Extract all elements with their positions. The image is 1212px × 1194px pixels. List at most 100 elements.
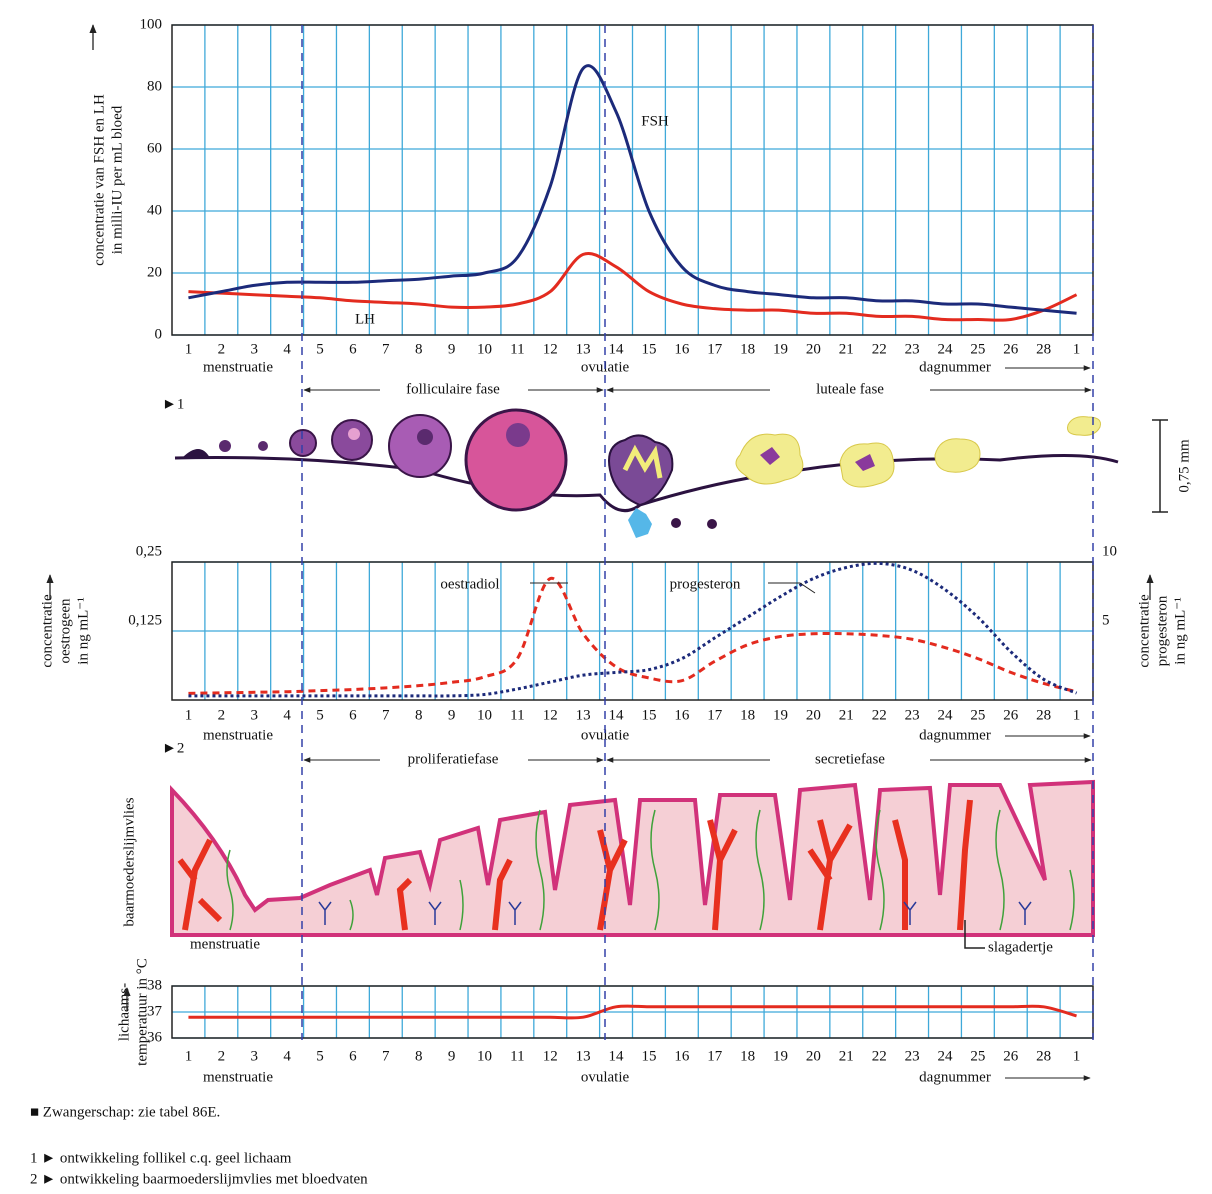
x-annotation: ovulatie <box>581 1069 630 1085</box>
x-tick-label: 9 <box>448 341 456 357</box>
endometrium-start-label: menstruatie <box>190 936 260 952</box>
y-axis-label: in ng mL⁻¹ <box>75 597 91 664</box>
panel-marker: ►2 <box>162 740 184 756</box>
y2-axis-label: progesteron <box>1154 595 1170 666</box>
endometrium-illustration <box>170 779 1095 949</box>
series-line <box>188 64 1077 315</box>
y-tick-label: 37 <box>147 1003 163 1019</box>
x-tick-label: 23 <box>905 1048 920 1064</box>
x-tick-label: 8 <box>415 341 423 357</box>
x-tick-label: 1 <box>185 707 193 723</box>
x-tick-label: 5 <box>316 707 324 723</box>
series-label: LH <box>355 311 375 327</box>
x-annotation: menstruatie <box>203 727 273 743</box>
series-line <box>188 1004 1077 1020</box>
x-tick-label: 4 <box>283 341 291 357</box>
y-tick-label: 0,125 <box>128 612 162 628</box>
x-tick-label: 24 <box>937 341 953 357</box>
x-tick-label: 15 <box>641 707 656 723</box>
x-tick-label: 17 <box>707 1048 723 1064</box>
series-label: FSH <box>641 113 669 129</box>
x-tick-label: 2 <box>218 707 226 723</box>
x-tick-label: 15 <box>641 341 656 357</box>
y-tick-label: 40 <box>147 202 162 218</box>
x-tick-label: 2 <box>218 1048 226 1064</box>
x-tick-label: 11 <box>510 341 524 357</box>
y-axis-label: oestrogeen <box>57 598 73 663</box>
x-tick-label: 1 <box>185 341 193 357</box>
x-tick-label: 6 <box>349 341 357 357</box>
x-tick-label: 23 <box>905 341 920 357</box>
x-tick-label: 3 <box>250 1048 258 1064</box>
label-leader <box>768 582 816 594</box>
x-tick-label: 26 <box>1003 707 1019 723</box>
x-tick-label: 15 <box>641 1048 656 1064</box>
x-annotation: dagnummer <box>919 1069 991 1085</box>
y2-tick-label: 10 <box>1102 543 1117 559</box>
x-tick-label: 18 <box>740 341 755 357</box>
x-tick-label: 9 <box>448 707 456 723</box>
x-tick-label: 19 <box>773 1048 788 1064</box>
x-tick-label: 5 <box>316 1048 324 1064</box>
y-axis-label: temperatuur in °C <box>134 958 150 1066</box>
x-tick-label: 16 <box>674 341 690 357</box>
x-tick-label: 14 <box>609 341 625 357</box>
x-tick-label: 21 <box>839 1048 854 1064</box>
x-tick-label: 5 <box>316 341 324 357</box>
x-tick-label: 28 <box>1036 341 1051 357</box>
x-tick-label: 10 <box>477 707 492 723</box>
series-label: oestradiol <box>440 576 499 592</box>
x-tick-label: 22 <box>872 341 887 357</box>
x-tick-label: 7 <box>382 1048 390 1064</box>
y-tick-label: 60 <box>147 140 162 156</box>
x-tick-label: 16 <box>674 707 690 723</box>
x-tick-label: 25 <box>970 341 985 357</box>
x-tick-label: 1 <box>1073 1048 1081 1064</box>
x-tick-label: 12 <box>543 341 558 357</box>
follicle-illustration <box>174 408 1168 538</box>
series-line <box>188 251 1078 322</box>
x-tick-label: 18 <box>740 1048 755 1064</box>
x-tick-label: 11 <box>510 707 524 723</box>
axis-arrows <box>46 24 1154 1010</box>
x-tick-label: 12 <box>543 1048 558 1064</box>
endometrium-label: baarmoederslijmvlies <box>121 797 137 926</box>
y-axis-label: concentratie van FSH en LH <box>91 94 107 266</box>
x-tick-label: 2 <box>218 341 226 357</box>
x-tick-label: 13 <box>576 707 591 723</box>
x-tick-label: 14 <box>609 1048 625 1064</box>
panel-marker: ►1 <box>162 396 184 412</box>
y-axis-label: in milli-IU per mL bloed <box>109 105 125 254</box>
y2-tick-label: 5 <box>1102 612 1110 628</box>
x-tick-label: 4 <box>283 707 291 723</box>
x-tick-label: 4 <box>283 1048 291 1064</box>
x-annotation: menstruatie <box>203 1069 273 1085</box>
x-tick-label: 19 <box>773 341 788 357</box>
footnote: 1 ► ontwikkeling follikel c.q. geel lich… <box>30 1150 292 1166</box>
x-tick-label: 26 <box>1003 341 1019 357</box>
x-tick-label: 6 <box>349 707 357 723</box>
x-tick-label: 1 <box>1073 707 1081 723</box>
x-tick-label: 1 <box>1073 341 1081 357</box>
x-tick-label: 11 <box>510 1048 524 1064</box>
x-tick-label: 21 <box>839 707 854 723</box>
x-tick-label: 18 <box>740 707 755 723</box>
y-tick-label: 100 <box>140 16 163 32</box>
footnote: 2 ► ontwikkeling baarmoederslijmvlies me… <box>30 1171 368 1187</box>
x-tick-label: 12 <box>543 707 558 723</box>
x-annotation: dagnummer <box>919 359 991 375</box>
x-tick-label: 24 <box>937 1048 953 1064</box>
y2-axis-label: concentratie <box>1136 594 1152 668</box>
x-tick-label: 25 <box>970 1048 985 1064</box>
x-tick-label: 21 <box>839 341 854 357</box>
x-tick-label: 16 <box>674 1048 690 1064</box>
x-tick-label: 26 <box>1003 1048 1019 1064</box>
series-line <box>188 577 1077 695</box>
phase-label: luteale fase <box>816 381 884 397</box>
footnote: ■ Zwangerschap: zie tabel 86E. <box>30 1104 220 1120</box>
series-line <box>188 561 1078 698</box>
x-tick-label: 1 <box>185 1048 193 1064</box>
x-tick-label: 10 <box>477 341 492 357</box>
y-tick-label: 0 <box>155 326 163 342</box>
